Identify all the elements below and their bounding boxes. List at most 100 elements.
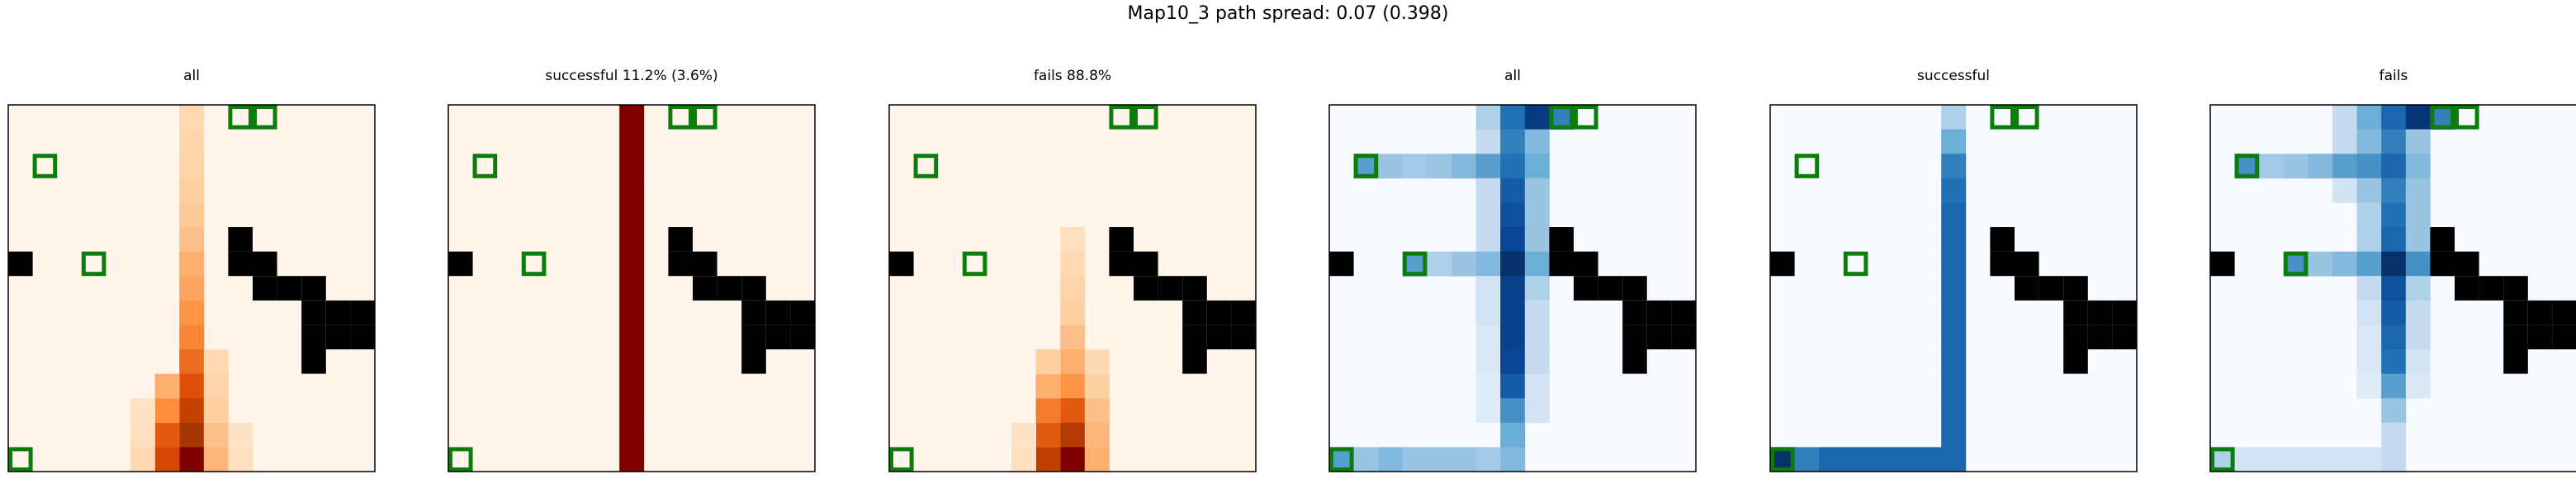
heat-cell: [1916, 447, 1942, 472]
heat-cell: [2405, 154, 2431, 179]
heat-cell: [2356, 251, 2382, 277]
wall-cell: [1182, 325, 1207, 349]
wall-cell: [1182, 300, 1207, 325]
heat-cell: [2283, 447, 2308, 472]
wall-cell: [2552, 325, 2576, 349]
wall-cell: [668, 227, 693, 252]
heat-cell: [1475, 129, 1501, 154]
heat-cell: [1060, 349, 1086, 374]
panel-frame: [1328, 104, 1697, 472]
wall-cell: [2455, 276, 2479, 301]
heat-cell: [619, 349, 645, 374]
wall-cell: [2063, 325, 2088, 349]
heat-cell: [1060, 300, 1086, 325]
wall-cell: [1671, 325, 1696, 349]
target-marker: [1574, 105, 1598, 130]
wall-cell: [1182, 349, 1207, 374]
heat-cell: [2356, 202, 2382, 228]
heat-cell: [1868, 447, 1893, 472]
heat-cell: [1941, 447, 1967, 472]
target-marker: [2430, 105, 2455, 130]
heat-cell: [228, 447, 253, 472]
heat-cell: [1035, 447, 1061, 472]
heat-cell: [1524, 276, 1550, 301]
heat-cell: [1500, 251, 1526, 277]
panel-1: [7, 104, 376, 472]
heat-cell: [2381, 373, 2407, 399]
panel-frame: [7, 104, 376, 472]
heat-cell: [1475, 276, 1501, 301]
heat-cell: [1427, 154, 1452, 179]
wall-cell: [2112, 325, 2137, 349]
heat-cell: [2332, 105, 2357, 130]
heat-cell: [2405, 129, 2431, 154]
heat-cell: [1500, 373, 1526, 399]
panel-3: [888, 104, 1257, 472]
heat-cell: [619, 447, 645, 472]
heat-cell: [2381, 129, 2407, 154]
wall-cell: [2552, 300, 2576, 325]
wall-cell: [2479, 276, 2504, 301]
heat-cell: [179, 178, 205, 203]
wall-cell: [2430, 227, 2455, 252]
heat-cell: [619, 154, 645, 179]
target-marker: [1134, 105, 1158, 130]
heat-cell: [2381, 154, 2407, 179]
heat-cell: [1060, 447, 1086, 472]
target-marker: [913, 154, 939, 178]
heat-cell: [130, 398, 155, 424]
heat-cell: [1475, 105, 1501, 130]
heat-cell: [1402, 447, 1428, 472]
heat-cell: [2259, 154, 2285, 179]
heat-cell: [2405, 349, 2431, 374]
panel-title-5: successful: [1917, 68, 1990, 84]
heat-cell: [1451, 154, 1476, 179]
heat-cell: [2381, 300, 2407, 325]
heat-cell: [1843, 447, 1868, 472]
heat-cell: [179, 398, 205, 424]
heat-cell: [179, 349, 205, 374]
heat-cell: [1475, 447, 1501, 472]
heat-cell: [1500, 178, 1526, 203]
heat-cell: [1941, 276, 1967, 301]
target-marker: [2455, 105, 2479, 130]
wall-cell: [2015, 251, 2039, 277]
heat-cell: [2308, 447, 2333, 472]
heat-cell: [1427, 447, 1452, 472]
wall-cell: [717, 276, 742, 301]
target-marker: [2234, 154, 2260, 178]
wall-cell: [301, 325, 326, 349]
target-marker: [889, 447, 914, 472]
panel-frame: [888, 104, 1257, 472]
wall-cell: [1206, 325, 1232, 349]
heat-cell: [203, 422, 229, 448]
heat-cell: [1524, 227, 1550, 252]
wall-cell: [1671, 300, 1696, 325]
wall-cell: [2527, 325, 2553, 349]
wall-cell: [301, 349, 326, 374]
wall-cell: [1646, 325, 1672, 349]
heat-cell: [1524, 178, 1550, 203]
target-marker: [2210, 447, 2235, 472]
heat-cell: [1941, 129, 1967, 154]
target-marker: [962, 251, 987, 277]
target-marker: [253, 105, 277, 130]
heat-cell: [1819, 447, 1844, 472]
heat-cell: [2356, 276, 2382, 301]
figure-title: Map10_3 path spread: 0.07 (0.398): [1127, 3, 1449, 24]
heat-cell: [1060, 422, 1086, 448]
heat-cell: [2308, 251, 2333, 277]
heat-cell: [1941, 178, 1967, 203]
target-marker: [8, 447, 33, 472]
heat-cell: [2405, 251, 2431, 277]
heat-cell: [2381, 325, 2407, 350]
wall-cell: [693, 276, 717, 301]
heat-cell: [179, 276, 205, 301]
heat-cell: [1060, 276, 1086, 301]
heat-cell: [2356, 447, 2382, 472]
heat-cell: [1941, 398, 1967, 424]
heat-cell: [619, 202, 645, 228]
heat-cell: [1353, 447, 1379, 472]
wall-cell: [741, 300, 766, 325]
heat-cell: [1524, 251, 1550, 277]
